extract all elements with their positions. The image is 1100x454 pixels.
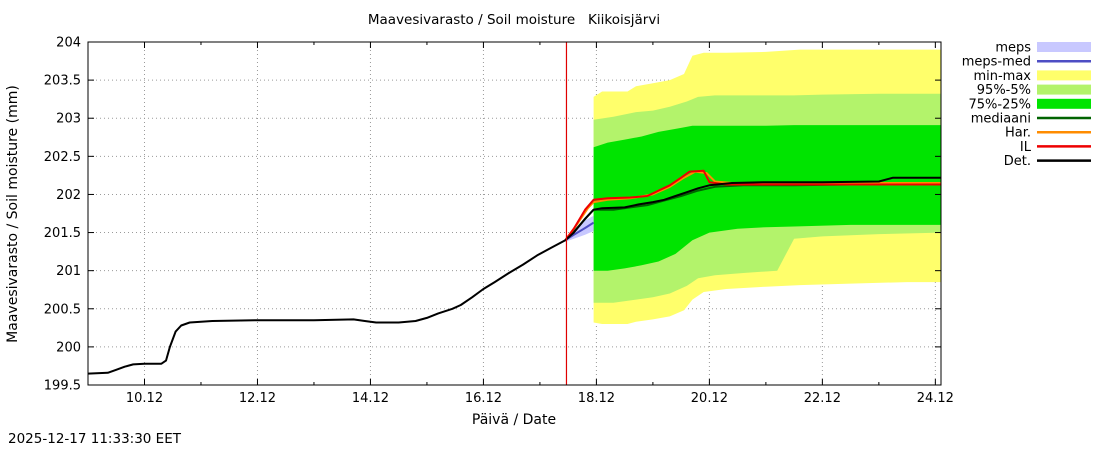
x-tick-label: 18.12 [578,391,615,406]
legend-swatch-75%-25% [1037,98,1091,109]
timestamp: 2025-12-17 11:33:30 EET [8,431,182,447]
x-axis-label: Päivä / Date [472,412,556,428]
legend-swatch-min-max [1037,70,1091,81]
y-tick-label: 202 [56,188,81,203]
legend-label-meps-med: meps-med [962,55,1031,70]
legend-label-Det.: Det. [1004,154,1031,169]
y-tick-label: 200.5 [44,302,81,317]
x-tick-label: 14.12 [352,391,389,406]
y-axis-label: Maavesivarasto / Soil moisture (mm) [5,85,21,343]
x-tick-label: 20.12 [691,391,728,406]
legend-label-75%-25%: 75%-25% [969,97,1031,112]
chart-title: Maavesivarasto / Soil moisture Kiikoisjä… [368,12,660,28]
legend-label-Har.: Har. [1005,126,1031,141]
y-tick-label: 200 [56,340,81,355]
x-tick-label: 22.12 [804,391,841,406]
legend-label-IL: IL [1020,140,1032,155]
legend-swatch-95%-5% [1037,84,1091,95]
x-tick-label: 24.12 [917,391,954,406]
y-tick-label: 202.5 [44,150,81,165]
plot-border [87,41,942,386]
forecast-bands-layer [565,49,941,324]
y-tick-label: 201 [56,264,81,279]
legend: mepsmeps-medmin-max95%-5%75%-25%mediaani… [962,41,1091,169]
y-tick-label: 201.5 [44,226,81,241]
legend-swatch-meps [1037,42,1091,52]
x-tick-label: 10.12 [126,391,163,406]
legend-label-min-max: min-max [973,69,1031,84]
y-tick-label: 203.5 [44,74,81,89]
legend-label-mediaani: mediaani [971,112,1031,127]
y-tick-label: 203 [56,112,81,127]
series-lines-layer [87,169,941,375]
band-75%-25% [593,125,941,271]
legend-label-95%-5%: 95%-5% [977,83,1031,98]
y-tick-label: 204 [56,36,81,51]
legend-label-meps: meps [995,41,1031,56]
x-tick-label: 12.12 [239,391,276,406]
axes-layer: 10.12 12.12 14.12 16.12 18.12 20.12 22.12 24.12… [44,36,954,407]
series-Det. [87,176,941,375]
x-tick-label: 16.12 [465,391,502,406]
series-IL [564,169,941,241]
y-tick-label: 199.5 [44,379,81,394]
